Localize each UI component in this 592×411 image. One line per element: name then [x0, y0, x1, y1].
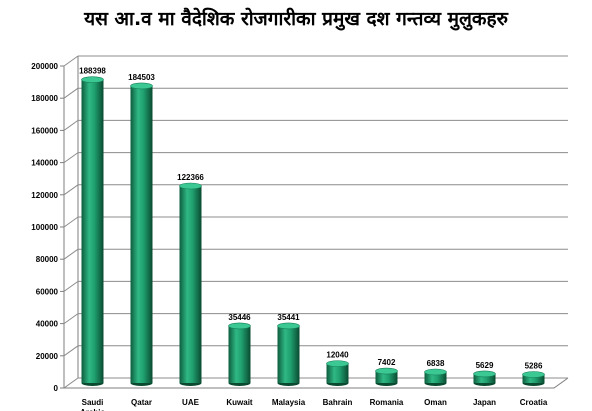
category-label: Qatar [131, 398, 152, 407]
ytick-label: 60000 [36, 287, 59, 296]
category-label: Japan [473, 398, 496, 407]
bar [326, 360, 349, 386]
x-axis-labels: SaudiArabia Qatar UAE Kuwait Malaysia Bahrain… [80, 398, 548, 411]
ytick-label: 200000 [31, 62, 58, 71]
category-label: SaudiArabia [80, 398, 105, 411]
bar [424, 368, 447, 386]
gridline-side [63, 280, 79, 292]
data-label: 7402 [378, 358, 396, 367]
ytick-label: 100000 [31, 223, 58, 232]
data-label: 5629 [476, 361, 494, 370]
data-label: 188398 [79, 67, 106, 76]
ytick-label: 160000 [31, 126, 58, 135]
bar [375, 367, 398, 386]
bars [81, 76, 545, 386]
gridline-side [63, 152, 79, 164]
bar [473, 370, 496, 386]
bar [179, 182, 202, 386]
chart-title: यस आ.व मा वैदेशिक रोजगारीका प्रमुख दश गन… [84, 8, 508, 30]
gridline-side [63, 55, 79, 67]
data-label: 122366 [177, 173, 204, 182]
category-label: Romania [370, 398, 404, 407]
ytick-label: 40000 [36, 320, 59, 329]
gridline-side [63, 313, 79, 325]
bar [228, 322, 251, 386]
data-label: 35441 [277, 313, 300, 322]
gridline-side [63, 377, 79, 389]
data-label: 35446 [228, 313, 251, 322]
gridline-side [63, 119, 79, 131]
bar [130, 82, 153, 386]
data-label: 6838 [427, 359, 445, 368]
category-label: UAE [182, 398, 200, 407]
ytick-label: 120000 [31, 191, 58, 200]
data-label: 12040 [326, 351, 349, 360]
category-label: Bahrain [323, 398, 353, 407]
gridline-side [63, 248, 79, 260]
category-label: Croatia [520, 398, 548, 407]
category-label: Kuwait [226, 398, 253, 407]
floor-edge [64, 377, 569, 389]
bar [81, 76, 104, 386]
ytick-label: 20000 [36, 352, 59, 361]
category-label: Oman [424, 398, 447, 407]
ytick-label: 140000 [31, 159, 58, 168]
gridline-side [63, 216, 79, 228]
ytick-label: 80000 [36, 255, 59, 264]
ytick-label: 0 [54, 384, 59, 393]
y-axis-ticks: 0 20000 40000 60000 80000 100000 120000 140000 1… [31, 62, 58, 393]
gridline-side [63, 184, 79, 196]
gridline-side [63, 345, 79, 357]
data-label: 5286 [525, 361, 543, 370]
category-label: Malaysia [272, 398, 306, 407]
data-labels: 188398 184503 122366 35446 35441 12040 7402 683… [79, 67, 543, 371]
data-label: 184503 [128, 73, 155, 82]
bar [277, 322, 300, 386]
gridline-side [63, 87, 79, 99]
bar [522, 371, 545, 386]
ytick-label: 180000 [31, 94, 58, 103]
